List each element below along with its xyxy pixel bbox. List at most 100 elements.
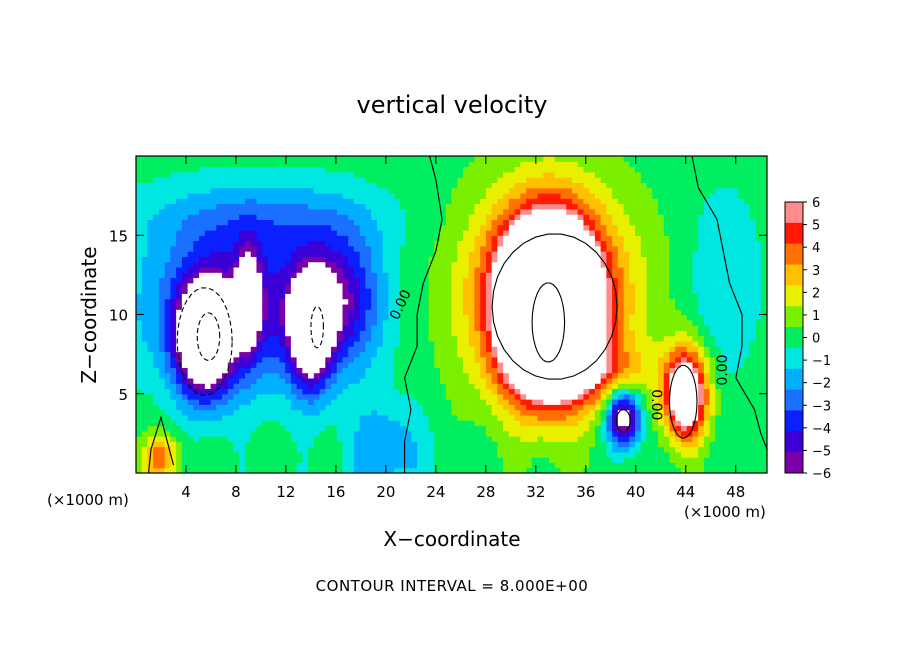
field-cell <box>600 240 607 247</box>
field-cell <box>170 256 177 263</box>
field-cell <box>136 224 143 231</box>
field-cell <box>267 198 275 205</box>
field-cell <box>210 288 217 294</box>
field-cell <box>187 177 194 184</box>
field-cell <box>313 362 321 368</box>
field-cell <box>222 277 229 284</box>
field-cell <box>491 256 498 263</box>
field-cell <box>549 293 556 300</box>
field-cell <box>594 425 602 432</box>
field-cell <box>560 166 567 173</box>
field-cell <box>181 272 189 279</box>
field-cell <box>158 272 166 279</box>
field-cell <box>158 251 166 257</box>
field-cell <box>554 156 562 162</box>
field-cell <box>319 372 326 379</box>
field-cell <box>204 409 212 416</box>
field-cell <box>279 293 286 300</box>
field-cell <box>422 467 430 473</box>
field-cell <box>376 451 384 458</box>
field-cell <box>250 309 258 316</box>
field-cell <box>376 229 384 236</box>
field-cell <box>485 409 493 416</box>
field-cell <box>514 404 521 411</box>
field-cell <box>187 203 194 210</box>
field-cell <box>543 224 550 231</box>
field-cell <box>365 457 372 464</box>
field-cell <box>262 277 269 284</box>
field-cell <box>382 399 389 405</box>
field-cell <box>244 298 252 305</box>
field-cell <box>262 325 269 331</box>
field-cell <box>153 156 160 162</box>
field-cell <box>302 288 309 294</box>
field-cell <box>279 261 286 268</box>
field-cell <box>227 388 235 395</box>
field-cell <box>485 177 493 184</box>
field-cell <box>531 393 539 400</box>
field-cell <box>566 198 573 205</box>
field-cell <box>480 235 487 242</box>
field-cell <box>290 330 298 337</box>
field-cell <box>181 219 189 226</box>
field-cell <box>589 430 596 437</box>
field-cell <box>285 214 292 220</box>
field-cell <box>514 330 521 337</box>
field-cell <box>359 177 367 184</box>
field-cell <box>440 425 447 432</box>
field-cell <box>336 256 344 263</box>
field-cell <box>434 462 441 469</box>
field-cell <box>285 156 292 162</box>
field-cell <box>141 372 149 379</box>
field-cell <box>388 298 395 305</box>
field-cell <box>434 198 441 205</box>
field-cell <box>325 288 332 294</box>
field-cell <box>422 182 430 189</box>
field-cell <box>531 351 539 358</box>
field-cell <box>170 430 177 437</box>
field-cell <box>158 446 166 453</box>
field-cell <box>394 187 401 194</box>
field-cell <box>382 457 389 464</box>
field-cell <box>244 351 252 358</box>
field-cell <box>480 156 487 162</box>
field-cell <box>319 393 326 400</box>
field-cell <box>428 214 435 220</box>
field-cell <box>399 399 407 405</box>
field-cell <box>302 161 309 168</box>
field-cell <box>520 187 527 194</box>
field-cell <box>193 325 200 331</box>
field-cell <box>468 404 476 411</box>
field-cell <box>233 414 240 421</box>
field-cell <box>336 192 344 199</box>
field-cell <box>594 388 602 395</box>
field-cell <box>434 393 441 400</box>
field-cell <box>296 187 303 194</box>
field-cell <box>440 335 447 342</box>
field-cell <box>199 399 206 405</box>
field-cell <box>267 224 275 231</box>
field-cell <box>480 340 487 347</box>
field-cell <box>457 266 464 273</box>
field-cell <box>256 177 263 184</box>
field-cell <box>554 335 562 342</box>
field-cell <box>181 446 189 453</box>
field-cell <box>543 245 550 252</box>
field-cell <box>497 425 504 432</box>
field-cell <box>210 309 217 316</box>
field-cell <box>589 441 596 448</box>
field-cell <box>480 446 487 453</box>
field-cell <box>147 414 154 421</box>
field-cell <box>296 156 303 162</box>
field-cell <box>388 235 395 242</box>
field-cell <box>244 266 252 273</box>
field-cell <box>181 340 189 347</box>
field-cell <box>566 303 573 310</box>
field-cell <box>365 309 372 316</box>
field-cell <box>267 298 275 305</box>
field-cell <box>353 214 361 220</box>
field-cell <box>399 171 407 178</box>
field-cell <box>267 256 275 263</box>
field-cell <box>227 436 235 442</box>
field-cell <box>520 192 527 199</box>
